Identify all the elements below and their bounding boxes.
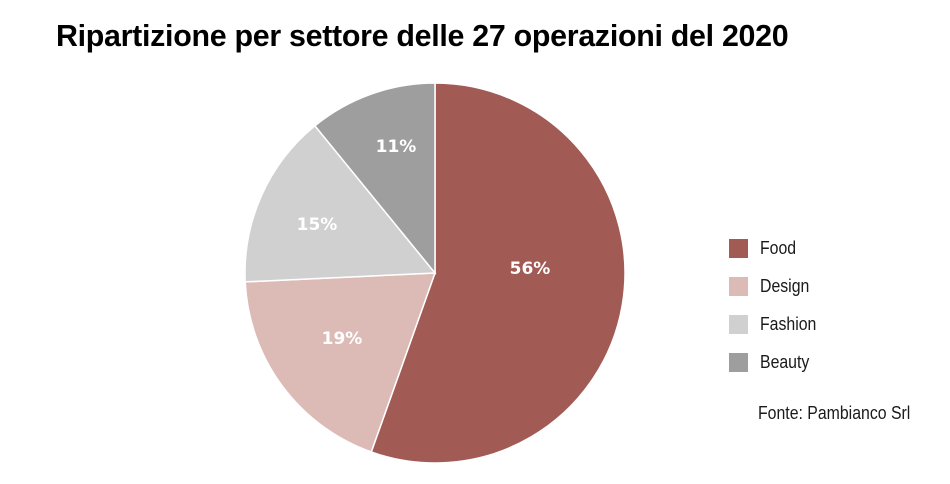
pie-slice-design bbox=[244, 272, 437, 453]
slice-label-food: 56% bbox=[510, 259, 551, 279]
pie-slice-fashion bbox=[244, 124, 437, 283]
source-note: Fonte: Pambianco Srl bbox=[758, 403, 911, 423]
slice-label-design: 19% bbox=[322, 329, 363, 349]
legend-label-design: Design bbox=[760, 275, 810, 296]
pie-slice-beauty bbox=[313, 82, 436, 276]
slice-label-beauty: 11% bbox=[376, 137, 417, 157]
legend: Food Design Fashion Beauty bbox=[729, 229, 824, 381]
pie-slices bbox=[244, 82, 626, 464]
legend-label-fashion: Fashion bbox=[760, 313, 817, 334]
slice-label-fashion: 15% bbox=[297, 215, 338, 235]
chart-title: Ripartizione per settore delle 27 operaz… bbox=[56, 18, 789, 53]
legend-label-beauty: Beauty bbox=[760, 351, 810, 372]
legend-swatch-food bbox=[729, 238, 748, 258]
legend-swatch-design bbox=[729, 276, 748, 296]
pie-slice-food bbox=[370, 82, 626, 464]
legend-swatch-fashion bbox=[729, 314, 748, 334]
legend-item-fashion: Fashion bbox=[729, 305, 824, 343]
legend-label-food: Food bbox=[760, 237, 797, 258]
legend-item-food: Food bbox=[729, 229, 824, 267]
slice-labels: 56% 19% 15% 11% bbox=[297, 137, 551, 349]
legend-item-design: Design bbox=[729, 267, 824, 305]
legend-swatch-beauty bbox=[729, 352, 748, 372]
legend-item-beauty: Beauty bbox=[729, 343, 824, 381]
